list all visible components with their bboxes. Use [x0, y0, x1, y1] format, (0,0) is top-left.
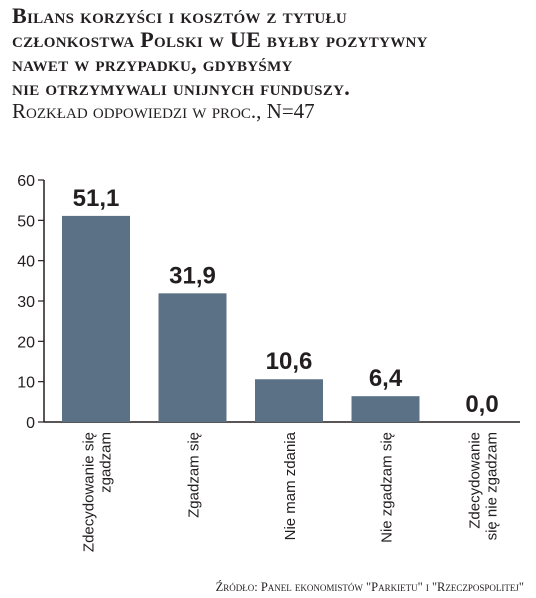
y-tick-label: 50 — [17, 213, 35, 230]
category-label: Nie mam zdania — [282, 431, 299, 540]
y-tick-label: 60 — [17, 173, 35, 190]
category-label-line: zgadzam — [98, 432, 115, 493]
data-label: 31,9 — [169, 262, 216, 289]
bar — [158, 293, 227, 422]
source-note: Źródło: Panel ekonomistów "Parkietu" i "… — [215, 580, 524, 594]
category-label: Zgadzam się — [186, 432, 203, 518]
y-tick-label: 20 — [17, 334, 35, 351]
category-label-line: Zdecydowanie — [467, 432, 484, 529]
y-tick-label: 0 — [26, 415, 35, 432]
category-label-line: Zgadzam się — [186, 432, 203, 518]
bar — [351, 396, 420, 422]
y-tick-label: 30 — [17, 294, 35, 311]
y-tick-label: 40 — [17, 254, 35, 271]
category-label: Zdecydowanie się zgadzam — [81, 432, 115, 552]
title-line-4: nie otrzymywali unijnych funduszy. — [12, 75, 351, 100]
y-tick-label: 10 — [17, 375, 35, 392]
title-line-3: nawet w przypadku, gdybyśmy — [12, 51, 293, 76]
category-label-line: Nie mam zdania — [282, 431, 299, 540]
data-label: 51,1 — [73, 185, 120, 212]
category-label-line: Nie zgadzam się — [379, 432, 396, 543]
chart-title: Bilans korzyści i kosztów z tytułu człon… — [12, 4, 527, 100]
data-label: 0,0 — [465, 391, 498, 418]
chart-subtitle: Rozkład odpowiedzi w proc., N=47 — [12, 99, 315, 123]
bar — [62, 215, 130, 422]
category-label-line: się nie zgadzam — [484, 432, 501, 540]
title-line-1: Bilans korzyści i kosztów z tytułu — [12, 3, 347, 28]
category-label: Nie zgadzam się — [379, 432, 396, 543]
bar — [255, 379, 323, 422]
category-label: Zdecydowanie się nie zgadzam — [467, 432, 501, 540]
title-line-2: członkostwa Polski w UE byłby pozytywny — [12, 27, 428, 52]
data-label: 10,6 — [266, 348, 313, 375]
category-label-line: Zdecydowanie się — [81, 432, 98, 552]
data-label: 6,4 — [369, 365, 403, 392]
